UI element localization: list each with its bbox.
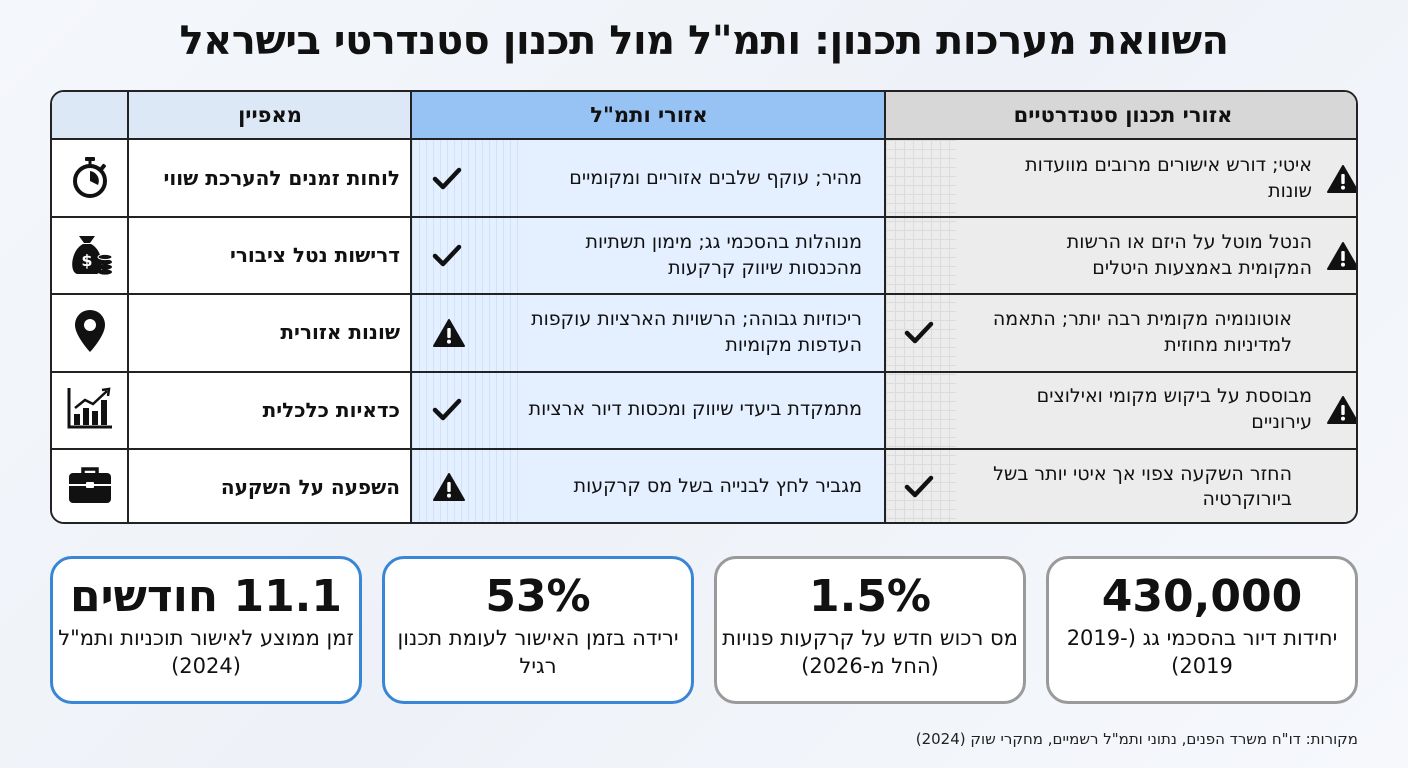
tamal-header: אזורי ותמ"ל <box>412 92 886 140</box>
tamal-value: מגביר לחץ לבנייה בשל מס קרקעות <box>573 475 862 498</box>
feature-label: שונות אזורית <box>280 320 400 345</box>
stat-value: 53% <box>485 571 591 622</box>
warning-icon <box>1326 164 1356 194</box>
table-row-standard-cell: החזר השקעה צפוי אך איטי יותר בשל ביורוקר… <box>886 449 1356 522</box>
comparison-table: $ מאפיין לוחות זמנים להערכת שווי דרישות נ… <box>50 90 1358 524</box>
standard-value: אוטונומיה מקומית רבה יותר; התאמה למדיניו… <box>992 308 1292 356</box>
sources-note: מקורות: דו"ח משרד הפנים, נתוני ותמ"ל רשמ… <box>915 730 1358 748</box>
table-row-standard-cell: איטי; דורש אישורים מרובים מוועדות שונות <box>886 140 1356 217</box>
row-divider <box>52 293 1356 296</box>
feature-label: השפעה על השקעה <box>220 474 400 499</box>
tamal-value: מתמקדת ביעדי שיווק ומכסות דיור ארציות <box>528 398 862 421</box>
standard-value: מבוססת על ביקוש מקומי ואילוצים עירוניים <box>1036 385 1312 434</box>
check-icon <box>432 397 462 423</box>
location-pin-icon <box>73 308 107 358</box>
tamal-column: אזורי ותמ"ל מהיר; עוקף שלבים אזוריים ומק… <box>412 92 886 522</box>
stat-card-property-tax: 1.5% מס רכוש חדש על קרקעות פנויות (החל מ… <box>714 556 1026 704</box>
feature-column: מאפיין לוחות זמנים להערכת שווי דרישות נטל… <box>128 92 412 522</box>
tamal-value: מנוהלות בהסכמי גג; מימון תשתיות מהכנסות … <box>585 231 862 279</box>
table-row-icon-cell <box>52 372 128 449</box>
stat-value: 11.1 חודשים <box>69 571 343 622</box>
check-icon <box>904 474 934 500</box>
grid-pattern <box>886 140 956 522</box>
table-row-tamal-cell: מגביר לחץ לבנייה בשל מס קרקעות <box>412 449 886 522</box>
standard-column: אזורי תכנון סטנדרטיים איטי; דורש אישורים… <box>886 92 1356 522</box>
table-row-standard-cell: מבוססת על ביקוש מקומי ואילוצים עירוניים <box>886 372 1356 449</box>
table-row-standard-cell: הנטל מוטל על היזם או הרשות המקומית באמצע… <box>886 217 1356 294</box>
table-row-icon-cell <box>52 140 128 217</box>
stat-label: ירידה בזמן האישור לעומת תכנון רגיל <box>397 626 679 678</box>
svg-text:$: $ <box>81 251 92 270</box>
divider <box>884 92 886 522</box>
standard-value: איטי; דורש אישורים מרובים מוועדות שונות <box>1025 153 1312 202</box>
row-divider <box>52 370 1356 373</box>
feature-header: מאפיין <box>128 92 412 140</box>
briefcase-icon <box>67 465 113 509</box>
table-row-tamal-cell: מהיר; עוקף שלבים אזוריים ומקומיים <box>412 140 886 217</box>
table-row-feature-cell: השפעה על השקעה <box>128 449 412 522</box>
warning-icon <box>432 318 466 348</box>
stat-card-reduction: 53% ירידה בזמן האישור לעומת תכנון רגיל <box>382 556 694 704</box>
standard-value: החזר השקעה צפוי אך איטי יותר בשל ביורוקר… <box>993 462 1292 511</box>
stat-label: זמן ממוצע לאישור תוכניות ותמ"ל (2024) <box>58 626 354 678</box>
feature-label: כדאיות כלכלית <box>262 397 400 422</box>
row-divider <box>52 447 1356 450</box>
check-icon <box>432 166 462 192</box>
standard-value: הנטל מוטל על היזם או הרשות המקומית באמצע… <box>1066 231 1312 279</box>
wave-pattern <box>412 140 522 522</box>
table-row-icon-cell <box>52 449 128 522</box>
stat-card-approval-time: 11.1 חודשים זמן ממוצע לאישור תוכניות ותמ… <box>50 556 362 704</box>
table-row-icon-cell: $ <box>52 217 128 294</box>
table-row-standard-cell: אוטונומיה מקומית רבה יותר; התאמה למדיניו… <box>886 294 1356 371</box>
standard-header: אזורי תכנון סטנדרטיים <box>886 92 1356 140</box>
feature-label: לוחות זמנים להערכת שווי <box>163 166 400 190</box>
table-row-icon-cell <box>52 294 128 371</box>
icon-column: $ <box>52 92 128 522</box>
table-row-tamal-cell: ריכוזיות גבוהה; הרשויות הארציות עוקפות ה… <box>412 294 886 371</box>
table-row-feature-cell: כדאיות כלכלית <box>128 372 412 449</box>
stat-label: יחידות דיור בהסכמי גג (2019-2019) <box>1066 626 1338 678</box>
bar-chart-icon <box>66 386 114 434</box>
stat-label: מס רכוש חדש על קרקעות פנויות (החל מ-2026… <box>722 626 1018 678</box>
page-title: השוואת מערכות תכנון: ותמ"ל מול תכנון סטנ… <box>179 18 1229 64</box>
check-icon <box>432 243 462 269</box>
tamal-value: מהיר; עוקף שלבים אזוריים ומקומיים <box>569 166 862 189</box>
warning-icon <box>1326 241 1356 271</box>
money-bag-icon: $ <box>67 232 113 280</box>
row-divider <box>52 216 1356 219</box>
warning-icon <box>1326 395 1356 425</box>
table-row-feature-cell: דרישות נטל ציבורי <box>128 217 412 294</box>
divider <box>127 92 129 522</box>
feature-label: דרישות נטל ציבורי <box>230 243 400 268</box>
tamal-value: ריכוזיות גבוהה; הרשויות הארציות עוקפות ה… <box>531 308 862 356</box>
stat-value: 430,000 <box>1101 571 1303 622</box>
icon-column-header <box>52 92 128 140</box>
table-row-feature-cell: לוחות זמנים להערכת שווי <box>128 140 412 217</box>
stopwatch-icon <box>70 155 110 203</box>
table-row-tamal-cell: מתמקדת ביעדי שיווק ומכסות דיור ארציות <box>412 372 886 449</box>
stat-value: 1.5% <box>808 571 932 622</box>
table-row-feature-cell: שונות אזורית <box>128 294 412 371</box>
warning-icon <box>432 472 466 502</box>
check-icon <box>904 320 934 346</box>
table-row-tamal-cell: מנוהלות בהסכמי גג; מימון תשתיות מהכנסות … <box>412 217 886 294</box>
stat-card-housing-units: 430,000 יחידות דיור בהסכמי גג (2019-2019… <box>1046 556 1358 704</box>
divider <box>410 92 412 522</box>
